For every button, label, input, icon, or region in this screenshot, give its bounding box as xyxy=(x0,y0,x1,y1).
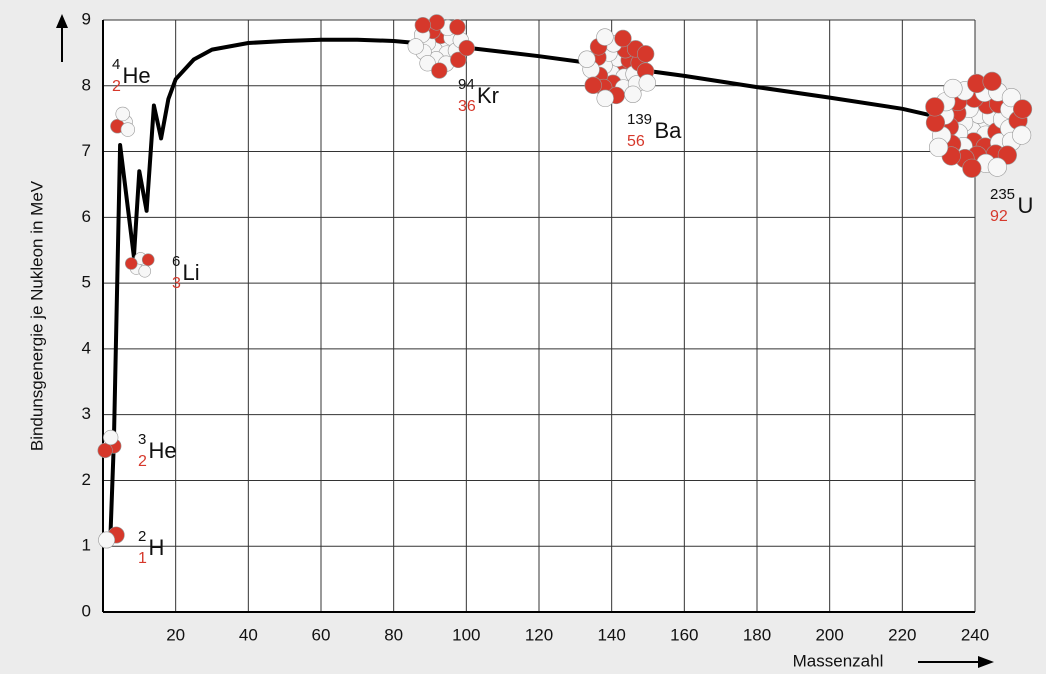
nucleon xyxy=(97,442,113,459)
y-tick-label: 7 xyxy=(82,141,91,160)
mass-number: 4 xyxy=(112,56,120,73)
nucleon xyxy=(103,429,119,446)
nucleus xyxy=(578,28,656,108)
nucleon xyxy=(624,85,642,103)
element-symbol: He xyxy=(123,63,151,88)
nucleon xyxy=(141,253,155,267)
nucleon xyxy=(925,97,945,117)
nucleon xyxy=(419,55,436,72)
x-tick-label: 100 xyxy=(452,625,480,644)
nucleon xyxy=(596,28,614,46)
nucleon xyxy=(596,89,614,108)
y-tick-label: 4 xyxy=(82,338,91,357)
nucleon xyxy=(407,38,424,55)
nucleon xyxy=(943,78,963,99)
y-tick-label: 3 xyxy=(82,404,91,423)
nucleus xyxy=(110,106,136,137)
nucleon xyxy=(638,74,656,92)
nucleon xyxy=(1012,125,1032,145)
data-line xyxy=(108,37,932,540)
x-tick-label: 60 xyxy=(312,625,331,644)
element-symbol: U xyxy=(1018,193,1034,218)
mass-number: 139 xyxy=(627,111,652,128)
nucleon xyxy=(636,45,655,63)
x-tick-label: 200 xyxy=(815,625,843,644)
mass-number: 6 xyxy=(172,253,180,270)
nucleon xyxy=(428,14,445,31)
atomic-number: 56 xyxy=(627,133,645,150)
nucleon xyxy=(928,137,949,157)
mass-number: 94 xyxy=(458,76,475,93)
mass-number: 2 xyxy=(138,528,146,545)
y-tick-label: 8 xyxy=(82,75,91,94)
element-symbol: Kr xyxy=(477,83,499,108)
x-arrow xyxy=(918,656,994,668)
x-tick-label: 180 xyxy=(743,625,771,644)
nucleon xyxy=(115,106,130,122)
x-tick-label: 20 xyxy=(166,625,185,644)
x-tick-label: 160 xyxy=(670,625,698,644)
nucleon xyxy=(414,17,431,34)
nucleon xyxy=(450,51,467,69)
y-arrow xyxy=(56,14,68,62)
atomic-number: 2 xyxy=(138,453,147,470)
mass-number: 3 xyxy=(138,431,146,448)
nucleon xyxy=(98,531,116,549)
atomic-number: 92 xyxy=(990,208,1008,225)
nucleus xyxy=(407,14,475,79)
x-tick-label: 120 xyxy=(525,625,553,644)
x-tick-label: 240 xyxy=(961,625,989,644)
y-tick-label: 1 xyxy=(82,536,91,555)
nucleon xyxy=(124,257,138,270)
y-axis-title: Bindunsgenergie je Nukleon in MeV xyxy=(27,180,46,451)
nucleus xyxy=(97,429,122,459)
atomic-number: 1 xyxy=(138,550,147,567)
nucleon xyxy=(431,62,448,79)
nucleon xyxy=(138,264,152,278)
nucleon xyxy=(120,122,136,137)
x-tick-label: 220 xyxy=(888,625,916,644)
nucleus xyxy=(98,526,125,549)
atomic-number: 2 xyxy=(112,78,121,95)
element-symbol: Li xyxy=(183,260,200,285)
nucleus xyxy=(124,252,155,278)
x-tick-label: 140 xyxy=(597,625,625,644)
x-tick-label: 40 xyxy=(239,625,258,644)
y-tick-label: 2 xyxy=(82,470,91,489)
y-tick-label: 6 xyxy=(82,207,91,226)
nucleon xyxy=(614,29,632,48)
y-tick-label: 5 xyxy=(82,273,91,292)
nucleon xyxy=(578,50,596,68)
nucleon xyxy=(458,39,475,57)
x-tick-label: 80 xyxy=(384,625,403,644)
nucleon xyxy=(584,76,602,95)
x-axis-title: Massenzahl xyxy=(793,651,884,670)
atomic-number: 3 xyxy=(172,275,181,292)
element-symbol: H xyxy=(149,535,165,560)
nucleon xyxy=(449,18,466,36)
element-symbol: He xyxy=(149,438,177,463)
atomic-number: 36 xyxy=(458,98,476,115)
y-tick-label: 9 xyxy=(82,9,91,28)
nucleon xyxy=(1012,99,1033,119)
mass-number: 235 xyxy=(990,186,1015,203)
nucleon xyxy=(982,71,1002,91)
nucleon xyxy=(962,158,982,178)
nucleon xyxy=(987,157,1007,177)
y-tick-label: 0 xyxy=(82,601,91,620)
element-symbol: Ba xyxy=(655,118,683,143)
nucleus xyxy=(925,71,1033,178)
